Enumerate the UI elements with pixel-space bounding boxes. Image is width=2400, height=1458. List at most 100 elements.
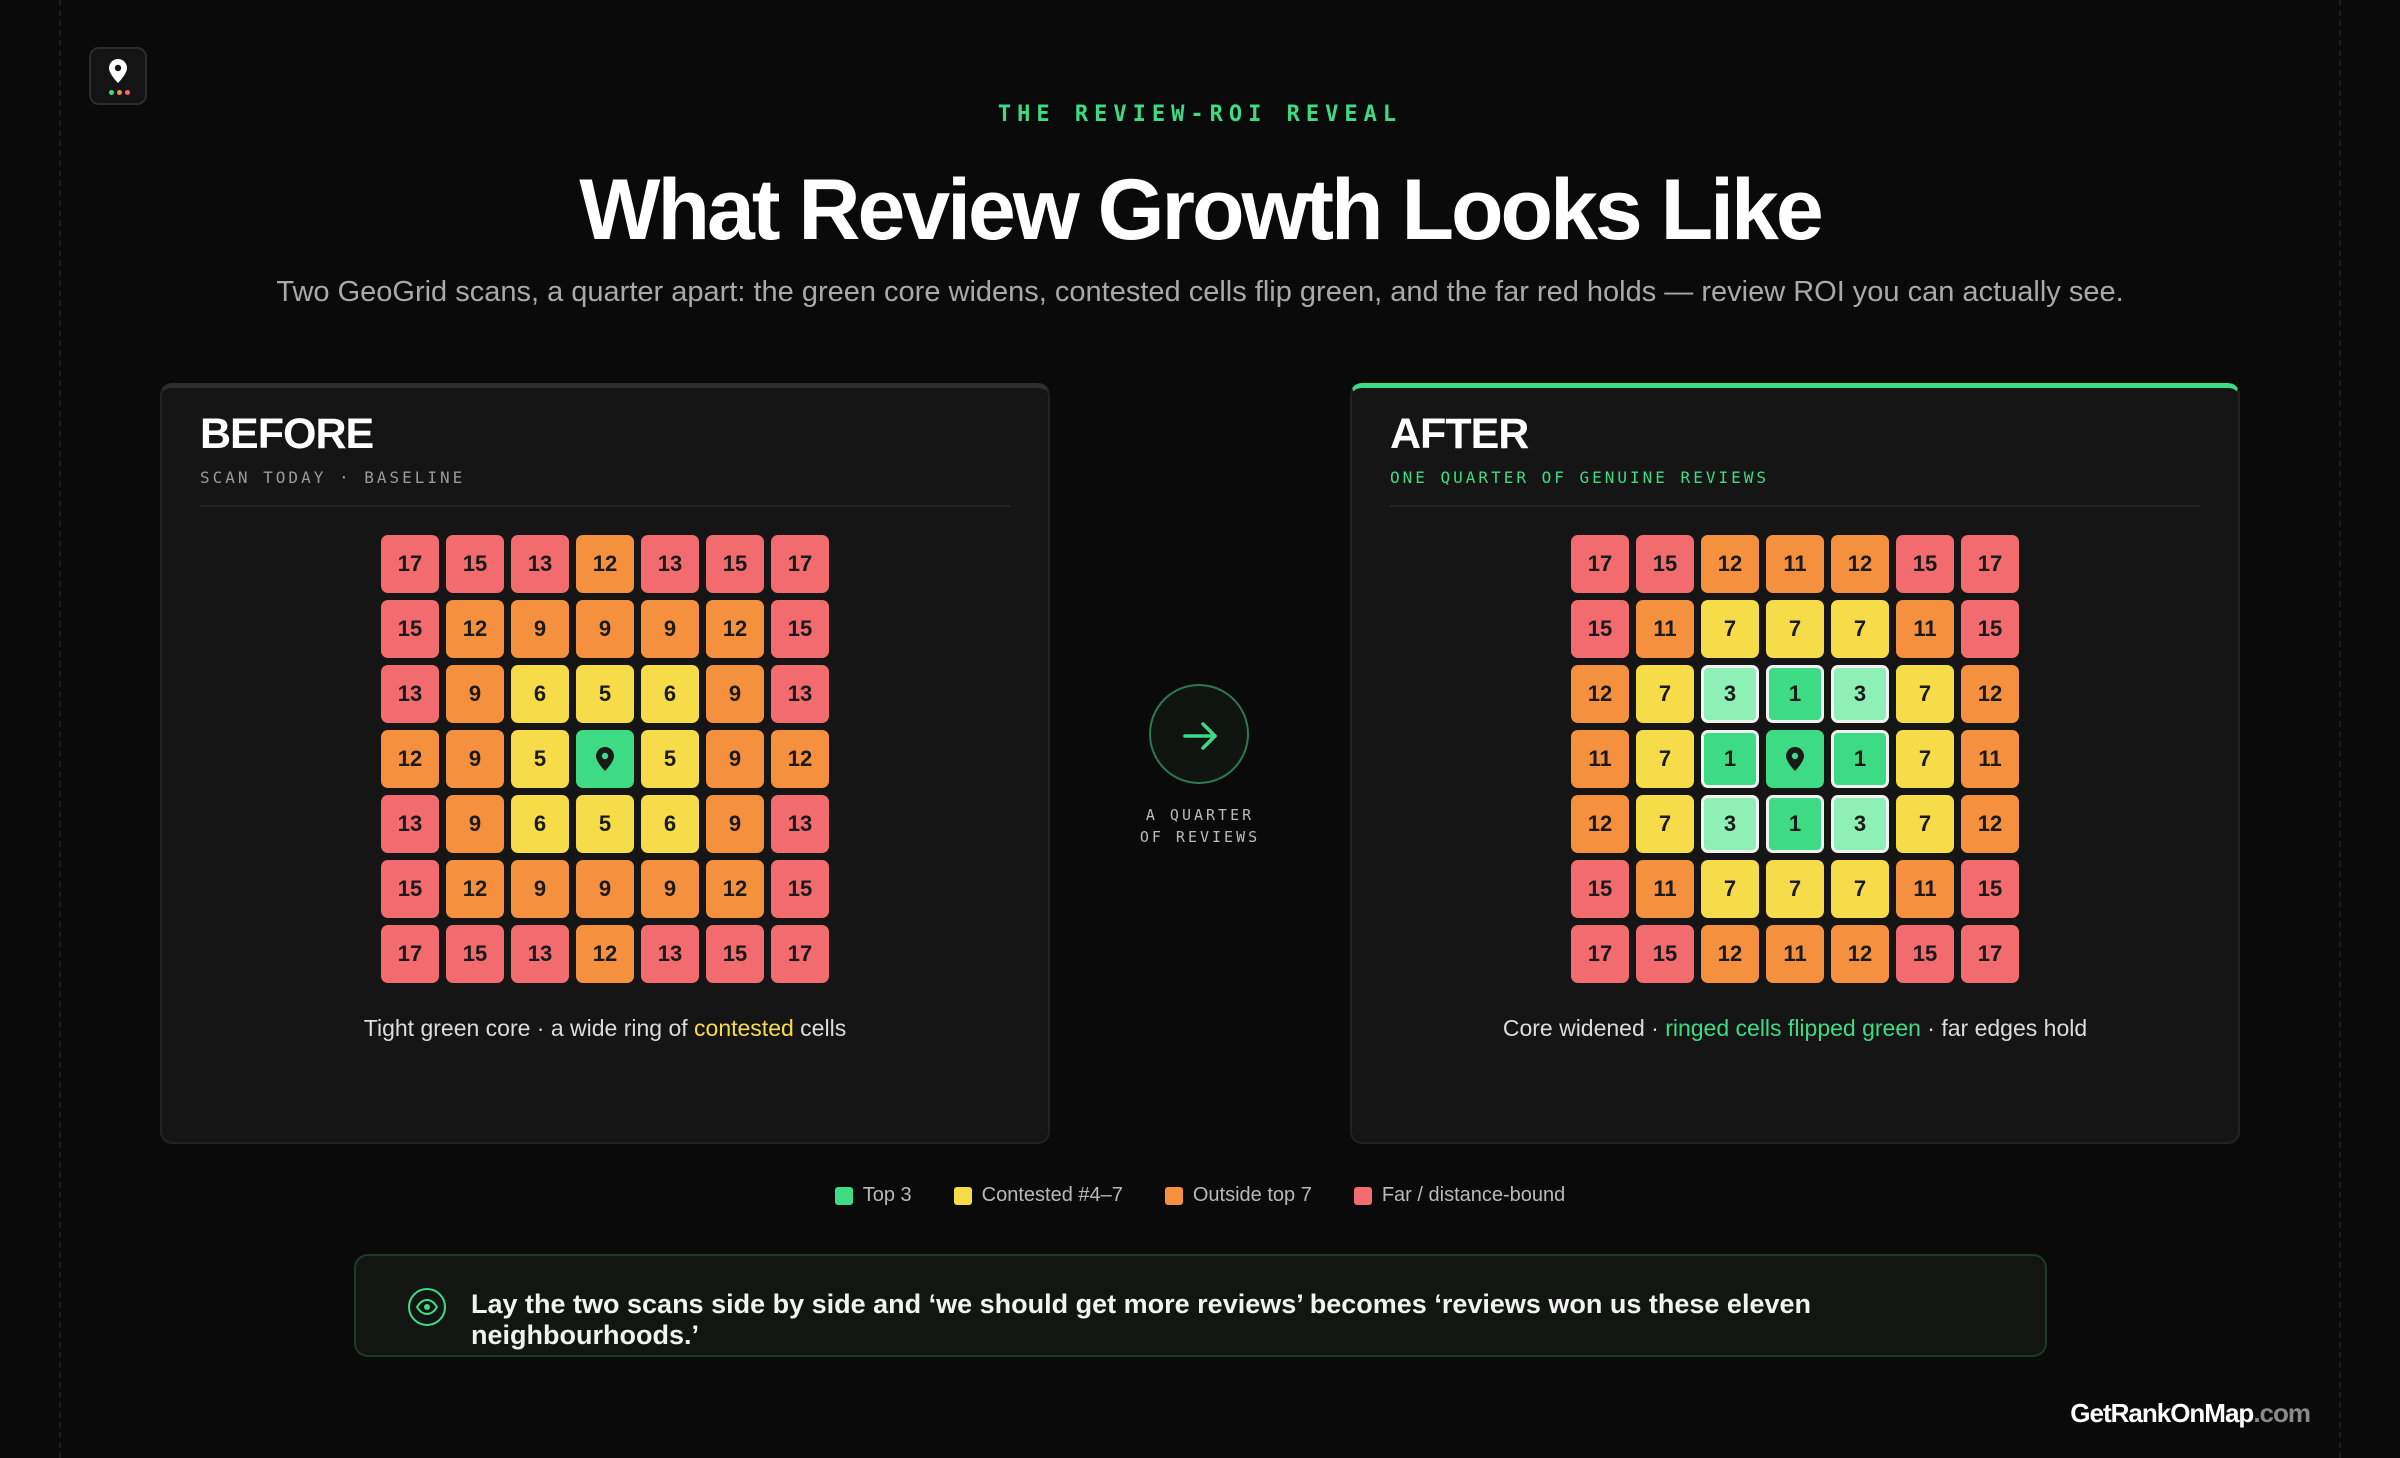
grid-cell: 12 [1701, 535, 1759, 593]
after-caption: Core widened · ringed cells flipped gree… [1352, 1015, 2238, 1042]
grid-cell: 7 [1636, 730, 1694, 788]
grid-cell: 7 [1831, 600, 1889, 658]
grid-cell: 5 [576, 665, 634, 723]
grid-cell: 7 [1701, 860, 1759, 918]
caption-text: cells [793, 1015, 847, 1041]
grid-cell: 15 [381, 860, 439, 918]
grid-cell: 15 [771, 600, 829, 658]
grid-cell: 7 [1896, 665, 1954, 723]
grid-cell: 15 [1571, 600, 1629, 658]
callout: Lay the two scans side by side and ‘we s… [354, 1254, 2047, 1357]
grid-cell: 3 [1701, 795, 1759, 853]
divider [200, 505, 1010, 507]
grid-cell: 12 [381, 730, 439, 788]
arrow-right-icon [1183, 722, 1217, 750]
legend-swatch [953, 1186, 972, 1205]
transition-label: A QUARTER OF REVIEWS [1100, 804, 1300, 848]
grid-cell: 13 [641, 925, 699, 983]
brand-tld: .com [2253, 1398, 2311, 1428]
grid-cell: 13 [641, 535, 699, 593]
grid-cell: 12 [576, 925, 634, 983]
grid-cell: 9 [446, 665, 504, 723]
before-subtitle: SCAN TODAY · BASELINE [200, 468, 466, 487]
map-pin-icon [576, 730, 634, 788]
grid-cell: 17 [771, 925, 829, 983]
grid-cell: 3 [1831, 795, 1889, 853]
grid-cell: 11 [1636, 600, 1694, 658]
grid-cell: 13 [381, 795, 439, 853]
grid-cell: 15 [381, 600, 439, 658]
caption-text: · far edges hold [1920, 1015, 2088, 1041]
grid-cell: 9 [576, 860, 634, 918]
legend-swatch [1164, 1186, 1183, 1205]
grid-cell: 9 [511, 600, 569, 658]
grid-cell: 17 [771, 535, 829, 593]
grid-cell: 9 [576, 600, 634, 658]
grid-cell: 11 [1766, 925, 1824, 983]
guide-line-right [2339, 0, 2341, 1458]
grid-cell: 13 [511, 925, 569, 983]
grid-cell: 12 [446, 600, 504, 658]
after-geogrid: 17 15 12 11 12 15 17 15 11 7 7 7 11 15 12 7 3 1 3 7 12 11 7 1 1 7… [1571, 535, 2021, 983]
grid-cell: 7 [1701, 600, 1759, 658]
grid-cell: 15 [771, 860, 829, 918]
grid-cell: 12 [706, 860, 764, 918]
grid-cell: 13 [771, 795, 829, 853]
grid-cell: 1 [1766, 665, 1824, 723]
grid-cell: 7 [1831, 860, 1889, 918]
grid-cell: 13 [511, 535, 569, 593]
grid-cell: 11 [1896, 860, 1954, 918]
divider [1390, 505, 2200, 507]
legend-swatch [1353, 1186, 1372, 1205]
grid-cell: 13 [381, 665, 439, 723]
before-title: BEFORE [200, 410, 374, 458]
grid-cell: 9 [446, 795, 504, 853]
grid-cell: 15 [1896, 925, 1954, 983]
grid-cell: 7 [1766, 600, 1824, 658]
transition-label-line: A QUARTER [1145, 806, 1255, 824]
grid-cell: 15 [1571, 860, 1629, 918]
grid-cell: 9 [511, 860, 569, 918]
grid-cell: 3 [1831, 665, 1889, 723]
eye-icon [408, 1288, 446, 1326]
page-subtitle: Two GeoGrid scans, a quarter apart: the … [276, 276, 2124, 308]
map-pin-icon [1766, 730, 1824, 788]
caption-text: Tight green core · a wide ring of [363, 1015, 695, 1041]
grid-cell: 15 [1636, 925, 1694, 983]
grid-cell: 11 [1766, 535, 1824, 593]
grid-cell: 15 [1636, 535, 1694, 593]
page-title: What Review Growth Looks Like [579, 162, 1823, 258]
grid-cell: 6 [641, 795, 699, 853]
transition-arrow [1149, 684, 1249, 784]
grid-cell: 9 [641, 600, 699, 658]
grid-cell: 12 [1571, 665, 1629, 723]
grid-cell: 15 [706, 535, 764, 593]
grid-cell: 17 [381, 535, 439, 593]
status-dots [109, 90, 130, 95]
grid-cell: 17 [1571, 535, 1629, 593]
caption-highlight: ringed cells flipped green [1665, 1015, 1921, 1041]
before-panel: BEFORE SCAN TODAY · BASELINE 17 15 13 12 13 1… [160, 383, 1050, 1144]
app-logo [89, 47, 147, 105]
legend-label: Top 3 [862, 1184, 912, 1206]
grid-cell: 12 [576, 535, 634, 593]
grid-cell: 12 [771, 730, 829, 788]
caption-highlight: contested [694, 1015, 794, 1041]
grid-cell: 9 [641, 860, 699, 918]
grid-cell: 15 [706, 925, 764, 983]
grid-cell: 5 [511, 730, 569, 788]
grid-cell: 7 [1896, 730, 1954, 788]
map-pin-icon [109, 59, 127, 83]
grid-cell: 5 [641, 730, 699, 788]
guide-line-left [59, 0, 61, 1458]
grid-cell: 12 [1571, 795, 1629, 853]
legend-item: Top 3 [834, 1184, 912, 1207]
grid-cell: 9 [706, 665, 764, 723]
before-geogrid: 17 15 13 12 13 15 17 15 12 9 9 9 12 15 13 9 6 5 6 9 13 12 9 5 5 9… [381, 535, 831, 983]
transition-label-line: OF REVIEWS [1139, 828, 1261, 846]
grid-cell: 15 [1961, 860, 2019, 918]
grid-cell: 12 [1831, 535, 1889, 593]
before-caption: Tight green core · a wide ring of contes… [162, 1015, 1048, 1042]
legend-label: Far / distance-bound [1381, 1184, 1566, 1206]
grid-cell: 11 [1571, 730, 1629, 788]
